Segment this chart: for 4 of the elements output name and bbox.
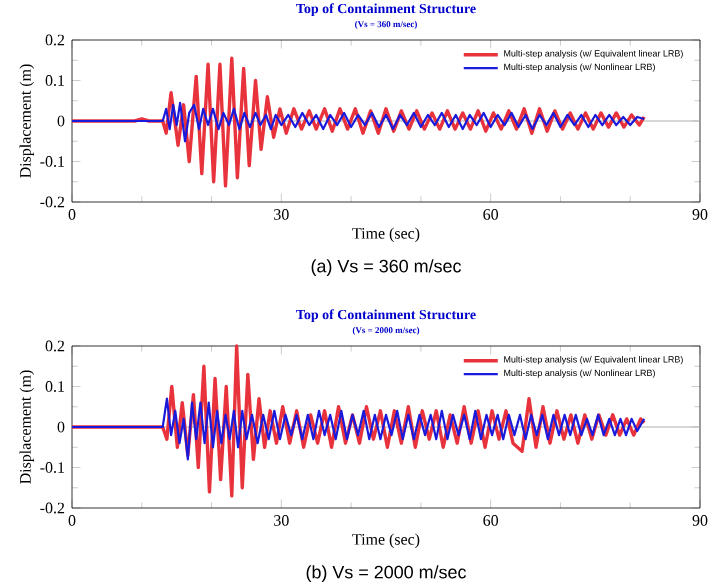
text: (b) Vs = 2000 m/sec xyxy=(306,565,466,582)
line-series xyxy=(70,101,646,143)
text: (a) Vs = 360 m/sec xyxy=(311,259,462,276)
line-series xyxy=(70,397,646,461)
